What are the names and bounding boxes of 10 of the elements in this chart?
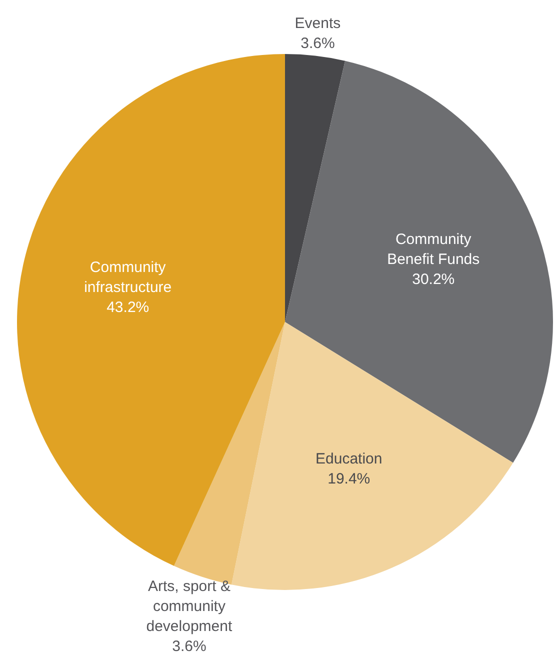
slice-label: Arts, sport & community development [146, 578, 233, 635]
data-label: 3.6% [172, 638, 206, 655]
slice-label: Education [316, 450, 382, 468]
slice-label: Events [294, 14, 341, 32]
data-label: 3.6% [300, 34, 335, 52]
slice-label: Community infrastructure [84, 259, 172, 296]
data-label: 19.4% [328, 470, 370, 488]
data-label: 30.2% [412, 271, 455, 288]
slice-label: Community Benefit Funds [387, 231, 480, 268]
data-label: 43.2% [106, 299, 150, 316]
